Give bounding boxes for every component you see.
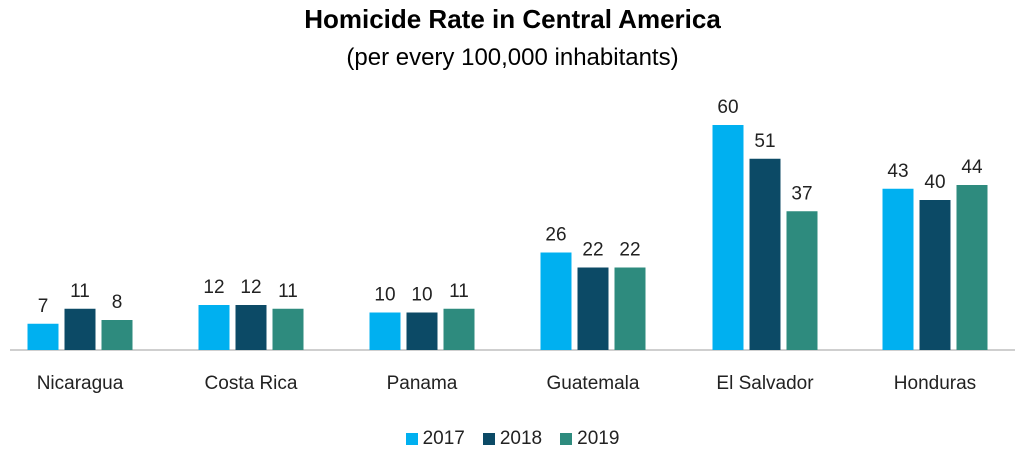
bar-nicaragua-2019	[101, 320, 133, 350]
data-label: 11	[278, 281, 298, 302]
data-label: 60	[717, 97, 738, 118]
bar-panama-2017	[369, 312, 401, 350]
data-label: 37	[791, 183, 812, 204]
bar-el-salvador-2017	[712, 125, 744, 350]
category-label: Honduras	[894, 373, 976, 394]
category-label: Costa Rica	[205, 373, 298, 394]
bar-el-salvador-2019	[786, 211, 818, 350]
bar-honduras-2018	[919, 200, 951, 350]
data-label: 43	[887, 161, 908, 182]
bar-honduras-2019	[956, 185, 988, 350]
data-label: 22	[619, 240, 640, 261]
data-label: 11	[70, 281, 90, 302]
bar-guatemala-2017	[540, 252, 572, 350]
legend-item-2018: 2018	[482, 428, 543, 450]
legend-item-2017: 2017	[405, 428, 465, 450]
legend-item-2019: 2019	[560, 428, 619, 450]
legend-swatch-2018	[482, 433, 495, 445]
data-label: 22	[582, 240, 603, 261]
bar-honduras-2017	[882, 188, 914, 350]
legend: 2017 2018 2019	[0, 428, 1025, 450]
legend-swatch-2019	[560, 433, 573, 445]
bar-costa-rica-2019	[272, 308, 304, 350]
data-label: 10	[411, 285, 432, 306]
category-label: Panama	[387, 373, 458, 394]
data-label: 8	[112, 292, 123, 313]
chart-title: Homicide Rate in Central America	[304, 4, 721, 34]
bar-guatemala-2019	[614, 267, 646, 350]
bar-guatemala-2018	[577, 267, 609, 350]
legend-label-2018: 2018	[499, 428, 543, 449]
category-label: Guatemala	[547, 373, 640, 394]
data-label: 26	[545, 225, 566, 246]
data-label: 10	[374, 285, 395, 306]
data-label: 12	[203, 277, 224, 298]
data-label: 7	[38, 296, 49, 317]
legend-label-2017: 2017	[422, 428, 465, 449]
data-label: 40	[924, 172, 945, 193]
chart-subtitle: (per every 100,000 inhabitants)	[346, 44, 679, 71]
bar-costa-rica-2018	[235, 305, 267, 350]
bar-nicaragua-2018	[64, 308, 96, 350]
data-label: 11	[449, 281, 469, 302]
bar-nicaragua-2017	[27, 323, 59, 350]
data-label: 12	[240, 277, 261, 298]
legend-label-2019: 2019	[577, 428, 620, 449]
data-label: 51	[754, 131, 775, 152]
data-label: 44	[961, 157, 983, 178]
bar-costa-rica-2017	[198, 305, 230, 350]
legend-swatch-2017	[405, 433, 418, 445]
category-label: El Salvador	[716, 373, 814, 394]
bar-panama-2018	[406, 312, 438, 350]
bar-panama-2019	[443, 308, 475, 350]
category-label: Nicaragua	[37, 373, 124, 394]
bar-el-salvador-2018	[749, 158, 781, 350]
